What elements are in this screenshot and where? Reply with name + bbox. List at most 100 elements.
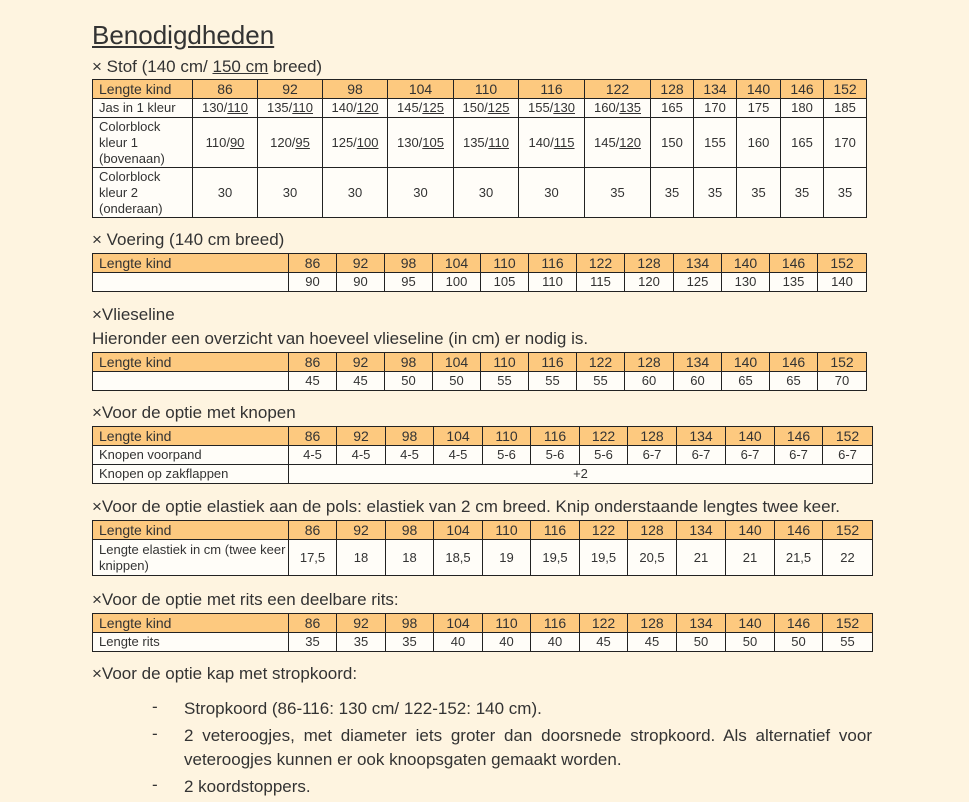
voering-header-label: Lengte kind bbox=[92, 253, 289, 273]
stof-cell-main: 185 bbox=[834, 100, 856, 115]
rits-row: Lengte rits 35 35 35 40 40 40 45 45 50 50 50 55 bbox=[92, 632, 873, 652]
voering-size-header: 140 bbox=[721, 253, 770, 273]
kap-bullet-text: 2 veteroogjes, met diameter iets groter … bbox=[184, 726, 872, 769]
stof-cell-main: 35 bbox=[707, 184, 723, 200]
voering-value-cell: 115 bbox=[576, 272, 625, 292]
rits-size-header: 146 bbox=[774, 613, 823, 633]
stof-cell: 110/90 bbox=[192, 117, 258, 168]
knopen-size-header: 122 bbox=[579, 426, 628, 446]
rits-value-cell: 35 bbox=[336, 632, 386, 652]
stof-cell-main: 35 bbox=[751, 184, 766, 200]
stof-cell-main: 140/ bbox=[331, 100, 357, 115]
stof-heading-suffix: breed) bbox=[268, 57, 323, 76]
kap-bullet-item: - 2 koordstoppers. bbox=[152, 775, 872, 799]
elastiek-size-header: 86 bbox=[288, 520, 337, 540]
elastiek-value-cell: 21 bbox=[676, 539, 726, 576]
kap-heading: ×Voor de optie kap met stropkoord: bbox=[92, 664, 358, 683]
knopen-size-header: 110 bbox=[482, 426, 531, 446]
stof-cell-alt: 90 bbox=[229, 134, 245, 150]
knopen-heading: ×Voor de optie met knopen bbox=[92, 403, 296, 422]
stof-cell-main: 135/ bbox=[266, 100, 293, 115]
knopen-value-cell: 4-5 bbox=[433, 445, 483, 465]
elastiek-size-header: 104 bbox=[433, 520, 483, 540]
knopen-size-header: 86 bbox=[288, 426, 337, 446]
voering-size-header: 98 bbox=[384, 253, 433, 273]
kap-bullet-item: - 2 veteroogjes, met diameter iets groter… bbox=[152, 724, 872, 772]
stof-cell-alt: 125 bbox=[422, 100, 444, 115]
stof-cell: 150 bbox=[650, 117, 694, 168]
elastiek-table: Lengte kind 86 92 98 104 110 116 122 128 134 140 1… bbox=[92, 520, 873, 576]
rits-size-header: 116 bbox=[530, 613, 580, 633]
rits-value-cell: 55 bbox=[822, 632, 873, 652]
rits-size-header: 104 bbox=[433, 613, 483, 633]
stof-cell-main: 145/ bbox=[396, 100, 423, 115]
voering-value-cell: 105 bbox=[480, 272, 529, 292]
vlieseline-size-header: 134 bbox=[673, 352, 722, 372]
elastiek-size-header: 122 bbox=[579, 520, 628, 540]
voering-value-cell: 130 bbox=[721, 272, 770, 292]
stof-row-label: Colorblock kleur 2 (onderaan) bbox=[92, 167, 193, 218]
voering-size-header: 128 bbox=[624, 253, 674, 273]
elastiek-size-header: 98 bbox=[385, 520, 434, 540]
stof-cell: 35 bbox=[693, 167, 737, 218]
stof-cell-main: 110/ bbox=[205, 134, 230, 150]
knopen-value-cell: 5-6 bbox=[530, 445, 580, 465]
rits-size-header: 98 bbox=[385, 613, 434, 633]
rits-row-label: Lengte rits bbox=[92, 632, 289, 652]
stof-cell: 135/110 bbox=[453, 117, 519, 168]
stof-cell-main: 170 bbox=[704, 100, 726, 115]
stof-cell-main: 30 bbox=[347, 184, 363, 200]
vlieseline-size-header: 104 bbox=[432, 352, 481, 372]
vlieseline-value-cell: 55 bbox=[576, 371, 625, 391]
elastiek-value-cell: 19 bbox=[482, 539, 531, 576]
stof-cell-main: 145/ bbox=[593, 134, 620, 150]
stof-cell: 35 bbox=[736, 167, 781, 218]
vlieseline-size-header: 140 bbox=[721, 352, 770, 372]
rits-size-header: 110 bbox=[482, 613, 531, 633]
rits-size-header: 134 bbox=[676, 613, 726, 633]
knopen-header-row: Lengte kind 86 92 98 104 110 116 122 128 134 140 1… bbox=[92, 426, 873, 446]
voering-size-header: 86 bbox=[288, 253, 337, 273]
voering-size-header: 122 bbox=[576, 253, 625, 273]
vlieseline-size-header: 128 bbox=[624, 352, 674, 372]
rits-value-cell: 35 bbox=[385, 632, 434, 652]
stof-size-header: 122 bbox=[584, 79, 651, 99]
stof-cell-alt: 130 bbox=[553, 100, 575, 115]
voering-heading: × Voering (140 cm breed) bbox=[92, 230, 285, 249]
bullet-dash: - bbox=[152, 775, 158, 794]
vlieseline-value-cell: 45 bbox=[288, 371, 337, 391]
stof-cell-alt: 125 bbox=[487, 100, 510, 115]
rits-size-header: 128 bbox=[627, 613, 677, 633]
stof-cell: 120/95 bbox=[257, 117, 323, 168]
kap-bullet-list: - Stropkoord (86-116: 130 cm/ 122-152: 14… bbox=[152, 697, 872, 802]
knopen-value-cell: 5-6 bbox=[482, 445, 531, 465]
vlieseline-size-header: 152 bbox=[817, 352, 867, 372]
rits-header-label: Lengte kind bbox=[92, 613, 289, 633]
stof-cell: 155 bbox=[693, 117, 737, 168]
stof-cell-main: 150/ bbox=[462, 100, 488, 115]
stof-cell: 30 bbox=[453, 167, 519, 218]
knopen-size-header: 116 bbox=[530, 426, 580, 446]
knopen-header-label: Lengte kind bbox=[92, 426, 289, 446]
vlieseline-value-cell: 55 bbox=[480, 371, 529, 391]
vlieseline-table: Lengte kind 86 92 98 104 110 116 122 128 134 140 1… bbox=[92, 352, 867, 391]
voering-value-cell: 95 bbox=[384, 272, 433, 292]
stof-size-header: 92 bbox=[257, 79, 323, 99]
vlieseline-value-cell: 60 bbox=[673, 371, 722, 391]
stof-cell-main: 155 bbox=[704, 134, 726, 150]
voering-size-header: 92 bbox=[336, 253, 385, 273]
knopen-value-cell: 6-7 bbox=[774, 445, 823, 465]
vlieseline-empty-label bbox=[92, 371, 289, 391]
knopen-table: Lengte kind 86 92 98 104 110 116 122 128 134 140 1… bbox=[92, 426, 873, 484]
stof-cell-alt: 120 bbox=[619, 134, 641, 150]
knopen-value-cell: 6-7 bbox=[627, 445, 677, 465]
rits-value-cell: 50 bbox=[676, 632, 726, 652]
vlieseline-size-header: 116 bbox=[528, 352, 577, 372]
knopen-row1: Knopen voorpand 4-5 4-5 4-5 4-5 5-6 5-6 5-6 6-7… bbox=[92, 445, 873, 465]
voering-size-header: 110 bbox=[480, 253, 529, 273]
stof-size-header: 104 bbox=[387, 79, 454, 99]
stof-heading: × Stof (140 cm/ 150 cm breed) bbox=[92, 57, 322, 77]
knopen-row2-value: +2 bbox=[288, 464, 873, 484]
knopen-row1-label: Knopen voorpand bbox=[92, 445, 289, 465]
stof-cell-alt: 115 bbox=[553, 134, 575, 150]
